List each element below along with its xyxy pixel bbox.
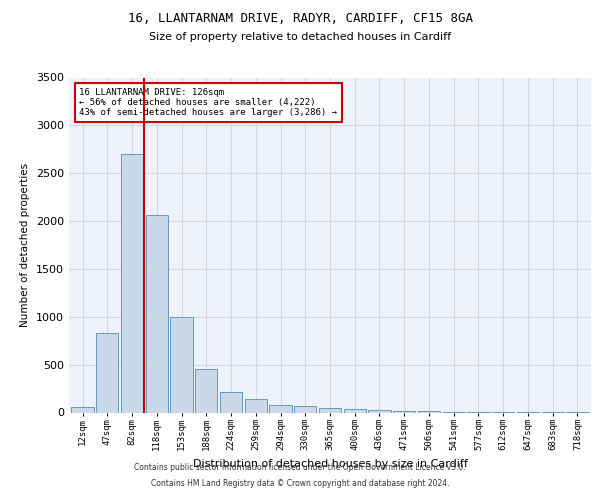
Bar (71, 407, 94, 412)
Bar (418, 411, 440, 412)
Text: 16, LLANTARNAM DRIVE, RADYR, CARDIFF, CF15 8GA: 16, LLANTARNAM DRIVE, RADYR, CARDIFF, CF… (128, 12, 473, 26)
Bar (368, 410, 391, 412)
Bar (294, 406, 316, 412)
Text: 16 LLANTARNAM DRIVE: 126sqm
← 56% of detached houses are smaller (4,222)
43% of : 16 LLANTARNAM DRIVE: 126sqm ← 56% of det… (79, 88, 337, 118)
Bar (319, 408, 341, 412)
Bar (220, 392, 242, 412)
Bar (393, 410, 415, 412)
Text: Contains HM Land Registry data © Crown copyright and database right 2024.: Contains HM Land Registry data © Crown c… (151, 478, 449, 488)
Text: Size of property relative to detached houses in Cardiff: Size of property relative to detached ho… (149, 32, 451, 42)
Bar (170, 317, 193, 412)
Bar (121, 154, 143, 412)
Y-axis label: Number of detached properties: Number of detached properties (20, 163, 31, 327)
Bar (269, 405, 292, 412)
X-axis label: Distribution of detached houses by size in Cardiff: Distribution of detached houses by size … (193, 458, 467, 468)
Bar (146, 216, 168, 412)
Bar (195, 370, 217, 412)
Bar (96, 333, 118, 412)
Bar (245, 398, 267, 412)
Text: Contains public sector information licensed under the Open Government Licence v3: Contains public sector information licen… (134, 464, 466, 472)
Bar (344, 409, 366, 412)
